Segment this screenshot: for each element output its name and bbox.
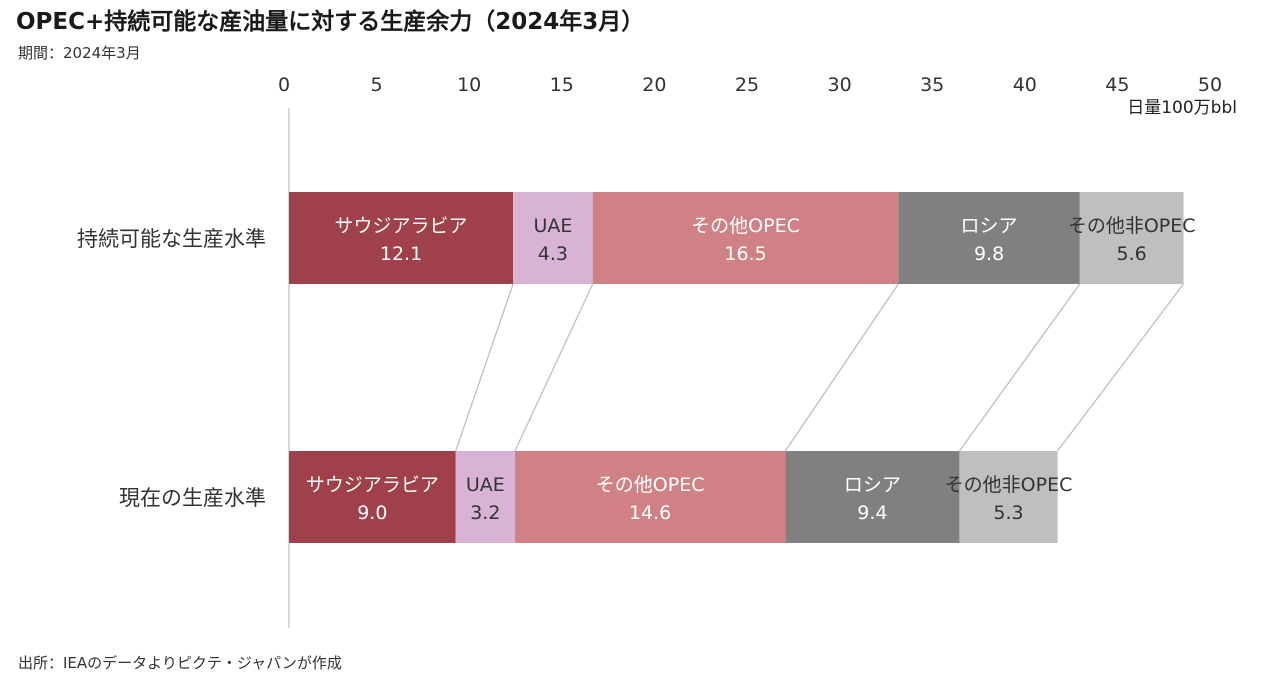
- segment-name-label: その他非OPEC: [1068, 215, 1196, 237]
- connector-line: [455, 283, 514, 452]
- bar-segment: [514, 451, 786, 543]
- period-label: 期間：2024年3月: [18, 44, 141, 62]
- source-note: 出所：IEAのデータよりピクテ・ジャパンが作成: [18, 654, 342, 672]
- data-label: 5.3: [993, 502, 1023, 524]
- bar-segment: [289, 192, 514, 284]
- segment-name-label: その他非OPEC: [945, 474, 1073, 496]
- x-tick-label: 5: [371, 74, 383, 96]
- x-tick-label: 20: [642, 74, 666, 96]
- bar-segment: [898, 192, 1080, 284]
- x-tick-label: 30: [828, 74, 852, 96]
- data-label: 9.8: [974, 243, 1004, 265]
- x-tick-label: 40: [1013, 74, 1037, 96]
- category-label: 持続可能な生産水準: [77, 227, 266, 251]
- x-tick-label: 15: [550, 74, 574, 96]
- segment-name-label: UAE: [533, 215, 572, 237]
- bar-segment: [785, 451, 960, 543]
- segment-name-label: ロシア: [844, 474, 901, 496]
- bar-segment: [513, 192, 593, 284]
- bar-segment: [592, 192, 899, 284]
- connector-line: [958, 283, 1081, 452]
- data-label: 3.2: [470, 502, 500, 524]
- unit-label: 日量100万bbl: [1127, 98, 1237, 118]
- data-label: 16.5: [724, 243, 766, 265]
- bar-segment: [959, 451, 1058, 543]
- segment-name-label: その他OPEC: [596, 474, 705, 496]
- category-label: 現在の生産水準: [119, 486, 266, 510]
- x-tick-label: 35: [920, 74, 944, 96]
- bar-segment: [289, 451, 456, 543]
- x-tick-label: 50: [1198, 74, 1222, 96]
- connector-line: [514, 283, 594, 452]
- x-tick-label: 10: [457, 74, 481, 96]
- x-tick-label: 45: [1105, 74, 1129, 96]
- segment-name-label: サウジアラビア: [306, 474, 439, 496]
- chart-title: OPEC+持続可能な産油量に対する生産余力（2024年3月）: [16, 9, 645, 35]
- data-label: 12.1: [380, 243, 422, 265]
- data-label: 4.3: [538, 243, 568, 265]
- data-label: 9.0: [357, 502, 387, 524]
- bar-segment: [455, 451, 515, 543]
- data-label: 5.6: [1117, 243, 1147, 265]
- segment-name-label: UAE: [466, 474, 505, 496]
- connector-line: [784, 283, 899, 452]
- x-tick-label: 0: [278, 74, 290, 96]
- data-label: 9.4: [857, 502, 887, 524]
- bar-segment: [1079, 192, 1184, 284]
- data-label: 14.6: [629, 502, 671, 524]
- segment-name-label: ロシア: [961, 215, 1018, 237]
- segment-name-label: その他OPEC: [691, 215, 800, 237]
- connector-line: [1057, 283, 1185, 452]
- x-tick-label: 25: [735, 74, 759, 96]
- segment-name-label: サウジアラビア: [335, 215, 468, 237]
